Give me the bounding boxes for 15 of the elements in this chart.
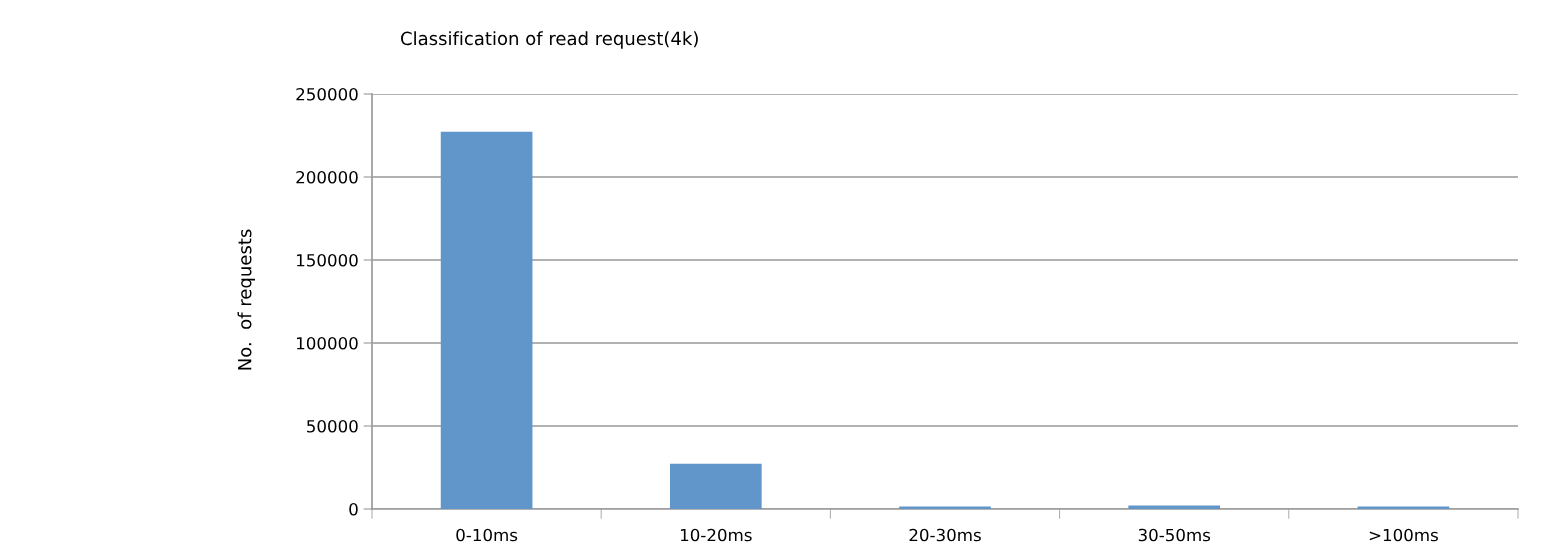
y-axis-title: No. of requests bbox=[237, 229, 255, 370]
y-tick-label: 150000 bbox=[297, 253, 358, 267]
x-tick-label: 30-50ms bbox=[1138, 528, 1211, 542]
y-tick-label: 100000 bbox=[297, 336, 358, 350]
y-tick-label: 200000 bbox=[296, 170, 358, 184]
x-tick-label: 0-10ms bbox=[456, 528, 518, 542]
x-tick-label: >100ms bbox=[1369, 528, 1438, 542]
chart-title: Classification of read request(4k) bbox=[401, 31, 698, 49]
bar bbox=[669, 463, 762, 509]
x-tick-label: 10-20ms bbox=[680, 528, 752, 542]
y-tick-label: 50000 bbox=[307, 419, 358, 433]
y-tick-label: 0 bbox=[349, 502, 358, 516]
x-tick-label: 20-30ms bbox=[909, 528, 981, 542]
bar bbox=[440, 131, 533, 509]
y-tick-label: 250000 bbox=[296, 87, 358, 101]
